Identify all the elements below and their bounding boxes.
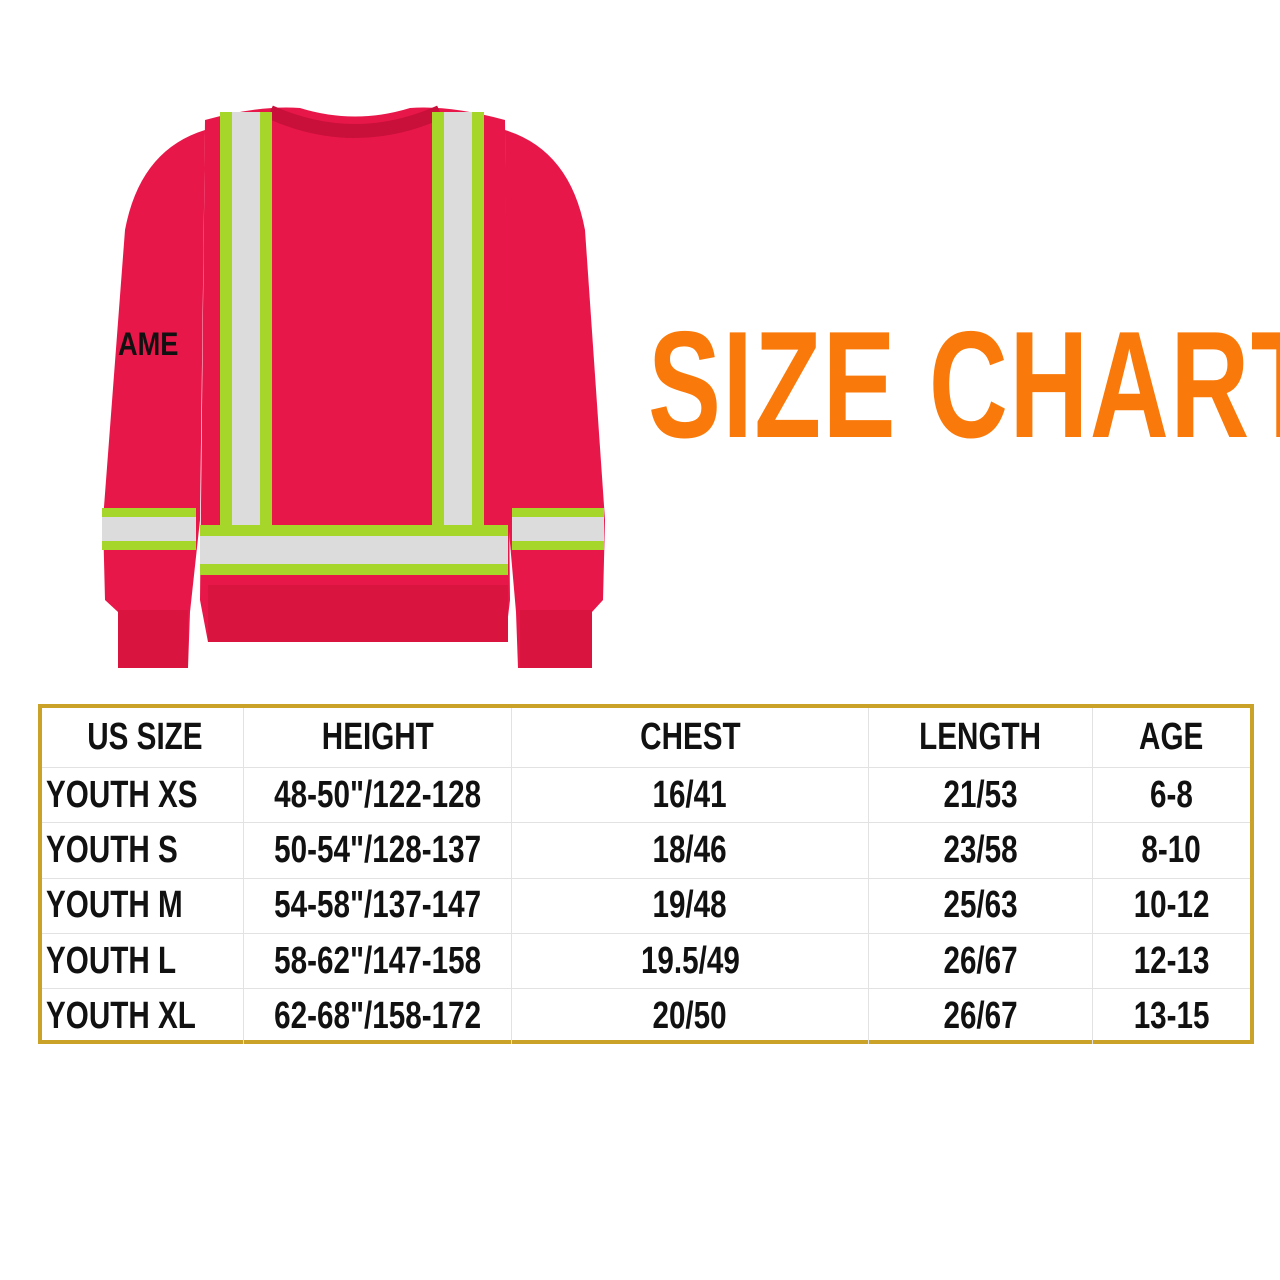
header-length: LENGTH xyxy=(869,708,1093,767)
cell-text: YOUTH S xyxy=(46,828,178,871)
cell-text: 16/41 xyxy=(652,773,728,816)
size-chart-title: SIZE CHART xyxy=(648,300,1280,470)
cell-size: YOUTH XS xyxy=(42,768,244,823)
cell-text: 12-13 xyxy=(1133,939,1210,982)
table-row: YOUTH S 50-54"/128-137 18/46 23/58 8-10 xyxy=(42,823,1250,879)
sweater-image xyxy=(102,105,605,668)
cell-size: YOUTH M xyxy=(42,878,244,933)
cell-text: 20/50 xyxy=(652,995,728,1038)
cell-chest: 19/48 xyxy=(512,878,869,933)
header-us-size: US SIZE xyxy=(42,708,244,767)
cell-text: 25/63 xyxy=(943,884,1018,927)
cell-chest: 18/46 xyxy=(512,823,869,878)
cell-text: 54-58"/137-147 xyxy=(274,884,481,927)
table-row: YOUTH XL 62-68"/158-172 20/50 26/67 13-15 xyxy=(42,989,1250,1045)
table-row: YOUTH L 58-62"/147-158 19.5/49 26/67 12-13 xyxy=(42,933,1250,990)
cell-text: YOUTH L xyxy=(46,939,177,982)
cell-text: 50-54"/128-137 xyxy=(274,828,481,871)
cell-text: 21/53 xyxy=(943,773,1018,816)
reflective-stripe-right xyxy=(432,112,484,530)
header-text: US SIZE xyxy=(86,716,203,758)
cell-text: 62-68"/158-172 xyxy=(274,995,481,1038)
cell-age: 6-8 xyxy=(1093,768,1250,822)
size-table: US SIZE HEIGHT CHEST LENGTH AGE YOUTH XS… xyxy=(38,704,1254,1045)
header-text: HEIGHT xyxy=(321,716,434,758)
cell-length: 25/63 xyxy=(869,878,1093,933)
cell-length: 23/58 xyxy=(869,823,1093,878)
header-age: AGE xyxy=(1093,708,1250,767)
cell-text: 8-10 xyxy=(1141,828,1202,871)
header-height: HEIGHT xyxy=(244,708,512,767)
title-text: SIZE CHART xyxy=(648,300,1280,470)
cell-text: 23/58 xyxy=(943,828,1018,871)
sleeve-name-print: AME xyxy=(118,326,179,362)
cell-text: YOUTH M xyxy=(46,884,183,927)
cell-length: 21/53 xyxy=(869,768,1093,823)
cell-height: 50-54"/128-137 xyxy=(244,823,512,878)
cell-text: YOUTH XS xyxy=(46,773,198,816)
cell-size: YOUTH S xyxy=(42,823,244,878)
header-text: AGE xyxy=(1139,716,1204,758)
cell-text: 19.5/49 xyxy=(640,939,740,982)
cell-length: 26/67 xyxy=(869,933,1093,989)
table-header-row: US SIZE HEIGHT CHEST LENGTH AGE xyxy=(42,708,1250,768)
header-text: CHEST xyxy=(639,716,741,758)
cell-text: 13-15 xyxy=(1133,995,1210,1038)
cell-text: 26/67 xyxy=(943,939,1018,982)
cell-height: 48-50"/122-128 xyxy=(244,768,512,823)
cell-height: 58-62"/147-158 xyxy=(244,933,512,989)
cell-text: 19/48 xyxy=(652,884,728,927)
table-row: YOUTH M 54-58"/137-147 19/48 25/63 10-12 xyxy=(42,878,1250,934)
cell-text: 10-12 xyxy=(1133,884,1210,927)
cell-text: YOUTH XL xyxy=(46,995,196,1038)
cell-height: 62-68"/158-172 xyxy=(244,989,512,1045)
cell-age: 10-12 xyxy=(1093,879,1250,933)
cell-height: 54-58"/137-147 xyxy=(244,878,512,933)
cell-chest: 19.5/49 xyxy=(512,933,869,989)
cell-length: 26/67 xyxy=(869,989,1093,1045)
cell-age: 13-15 xyxy=(1093,989,1250,1044)
cell-size: YOUTH L xyxy=(42,933,244,989)
cell-text: 18/46 xyxy=(652,828,728,871)
header-text: LENGTH xyxy=(919,716,1042,758)
cell-text: 26/67 xyxy=(943,995,1018,1038)
cell-text: 48-50"/122-128 xyxy=(274,773,481,816)
cell-text: 6-8 xyxy=(1150,773,1193,816)
cell-chest: 20/50 xyxy=(512,989,869,1045)
table-row: YOUTH XS 48-50"/122-128 16/41 21/53 6-8 xyxy=(42,768,1250,824)
cell-age: 12-13 xyxy=(1093,934,1250,988)
cell-chest: 16/41 xyxy=(512,768,869,823)
cell-size: YOUTH XL xyxy=(42,989,244,1045)
reflective-stripe-left xyxy=(220,112,272,530)
header-chest: CHEST xyxy=(512,708,869,767)
cell-text: 58-62"/147-158 xyxy=(274,939,481,982)
cell-age: 8-10 xyxy=(1093,823,1250,877)
